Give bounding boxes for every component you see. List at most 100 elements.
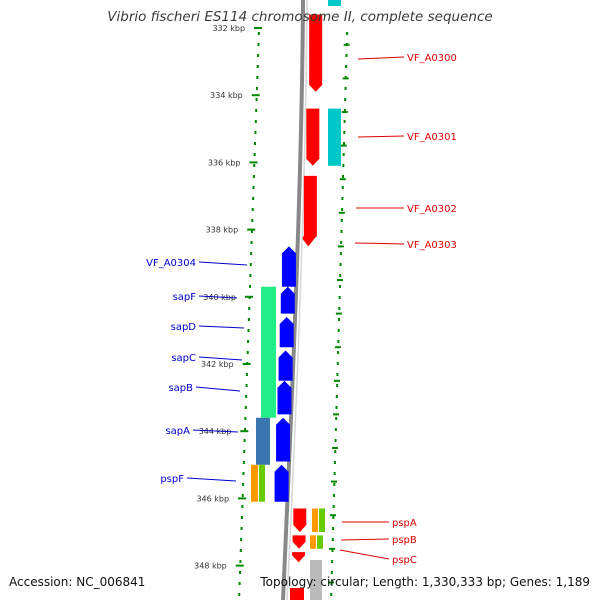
ruler-dot-left [247,329,250,332]
ruler-dot-right [338,307,341,310]
ruler-dot-left [247,340,250,343]
ruler-dot-left [240,516,243,519]
cog-bar [310,535,316,549]
reverse-gene-label: sapF [173,292,197,303]
scale-minor-tick [337,245,344,248]
ruler-dot-left [254,142,257,145]
ruler-dot-right [335,395,338,398]
forward-gene-label: VF_A0301 [407,132,457,143]
ruler-dot-left [245,384,248,387]
reverse-gene-label: sapC [171,353,196,364]
scale-tick [244,295,253,298]
ruler-dot-left [239,560,242,563]
scale-minor-tick [334,346,341,349]
ruler-dot-left [251,219,254,222]
forward-gene-label: pspC [392,555,417,566]
scale-minor-tick [340,144,347,147]
scale-minor-tick [335,312,342,315]
ruler-dot-left [249,274,252,277]
ruler-dot-right [345,65,348,68]
ruler-dot-right [332,505,335,508]
reverse-gene-arrow [274,464,289,502]
map-title: Vibrio fischeri ES114 chromosome II, com… [107,9,493,25]
ruler-dot-right [344,87,347,90]
ruler-dot-left [240,527,243,530]
scale-minor-tick [331,480,338,483]
forward-gene-label: pspB [392,535,417,546]
ruler-dot-right [342,153,345,156]
forward-gene-arrow [302,236,314,247]
ruler-dot-left [239,571,242,574]
ruler-dot-left [251,208,254,211]
ruler-dot-right [331,560,334,563]
ruler-dot-left [253,164,256,167]
ruler-dot-left [247,318,250,321]
ruler-dot-right [331,549,334,552]
ruler-dot-left [256,65,259,68]
forward-gene-arrow [292,552,306,563]
ruler-dot-left [254,120,257,123]
scale-tick [238,497,247,500]
forward-gene-arrow [293,508,307,532]
ruler-dot-right [343,131,346,134]
cog-bar [312,508,318,532]
scale-tick-label: 342 kbp [201,360,234,369]
ruler-dot-right [337,329,340,332]
ruler-dot-right [340,241,343,244]
reverse-gene-arrow [278,350,293,381]
ruler-dot-right [341,197,344,200]
forward-leader-line [339,549,390,560]
scale-minor-tick [342,77,349,80]
ruler-dot-left [245,395,248,398]
gene-labels: VF_A0300 VF_A0301 VF_A0302 VF_A0303 pspA pspB… [146,53,457,566]
forward-gene-label: VF_A0302 [407,204,457,215]
ruler-dot-left [252,197,255,200]
cog-bar [251,464,258,502]
reverse-gene-arrow [279,316,294,348]
chromosome-backbone [281,0,308,600]
forward-leader-line [357,135,405,138]
summary-text: Topology: circular; Length: 1,330,333 bp… [260,575,590,589]
ruler-dot-left [257,32,260,35]
scale-tick-label: 336 kbp [208,158,241,167]
reverse-leader-line [195,386,241,392]
ruler-dot-right [345,54,348,57]
reverse-gene-arrow [276,417,291,462]
scale-minor-tick [329,547,336,550]
reverse-leader-line [192,429,239,433]
forward-gene-label: VF_A0303 [407,240,457,251]
reverse-gene-label: sapB [168,383,193,394]
scale-minor-tick [333,379,340,382]
ruler-dot-left [244,406,247,409]
forward-gene-arrow [309,14,323,92]
accession-text: Accession: NC_006841 [9,575,146,589]
reverse-gene-label: sapD [171,322,197,333]
ruler-dot-right [333,483,336,486]
forward-gene-label: pspA [392,518,417,529]
reverse-leader-line [186,477,237,482]
ruler-dot-right [335,406,338,409]
reverse-gene-arrow [277,380,292,415]
ruler-dot-left [245,373,248,376]
ruler-dot-left [239,549,242,552]
forward-gene-arrow [292,535,306,549]
forward-leader-line [357,56,405,60]
ruler-dot-right [336,362,339,365]
ruler-dot-left [253,153,256,156]
ruler-dot-right [336,373,339,376]
scale-tick-label: 334 kbp [210,91,243,100]
gene-unassigned-bar [310,560,322,600]
gene-arrows [274,14,323,600]
cog-bar [261,286,276,418]
ruler-dot-right [337,351,340,354]
ruler-dot-left [252,186,255,189]
ruler-dot-right [346,32,349,35]
ruler-dot-left [255,87,258,90]
scale-tick [247,228,256,231]
forward-gene-arrow [303,175,317,244]
ruler-dot-right [338,296,341,299]
ruler-dot-right [332,527,335,530]
ruler-dot-left [257,43,260,46]
forward-gene-arrow [290,588,304,600]
